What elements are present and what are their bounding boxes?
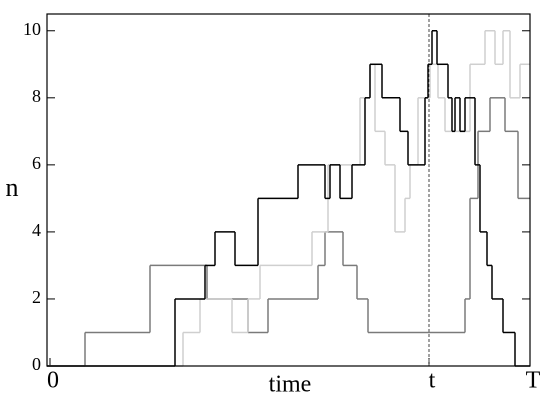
x-tick-label: 0 — [47, 368, 59, 394]
y-axis-label: n — [6, 173, 19, 202]
x-tick-label: T — [526, 368, 541, 394]
y-tick-label: 6 — [32, 153, 41, 173]
y-tick-label: 2 — [32, 287, 41, 307]
series — [47, 97, 530, 367]
plot-frame — [46, 13, 531, 367]
x-tick-label: t — [429, 368, 436, 394]
y-tick-label: 10 — [23, 19, 41, 39]
series — [47, 30, 530, 367]
series — [47, 30, 530, 367]
y-tick-label: 8 — [32, 86, 41, 106]
y-tick-label: 0 — [32, 354, 41, 374]
x-axis-label: time — [269, 372, 312, 398]
y-tick-label: 4 — [32, 220, 41, 240]
